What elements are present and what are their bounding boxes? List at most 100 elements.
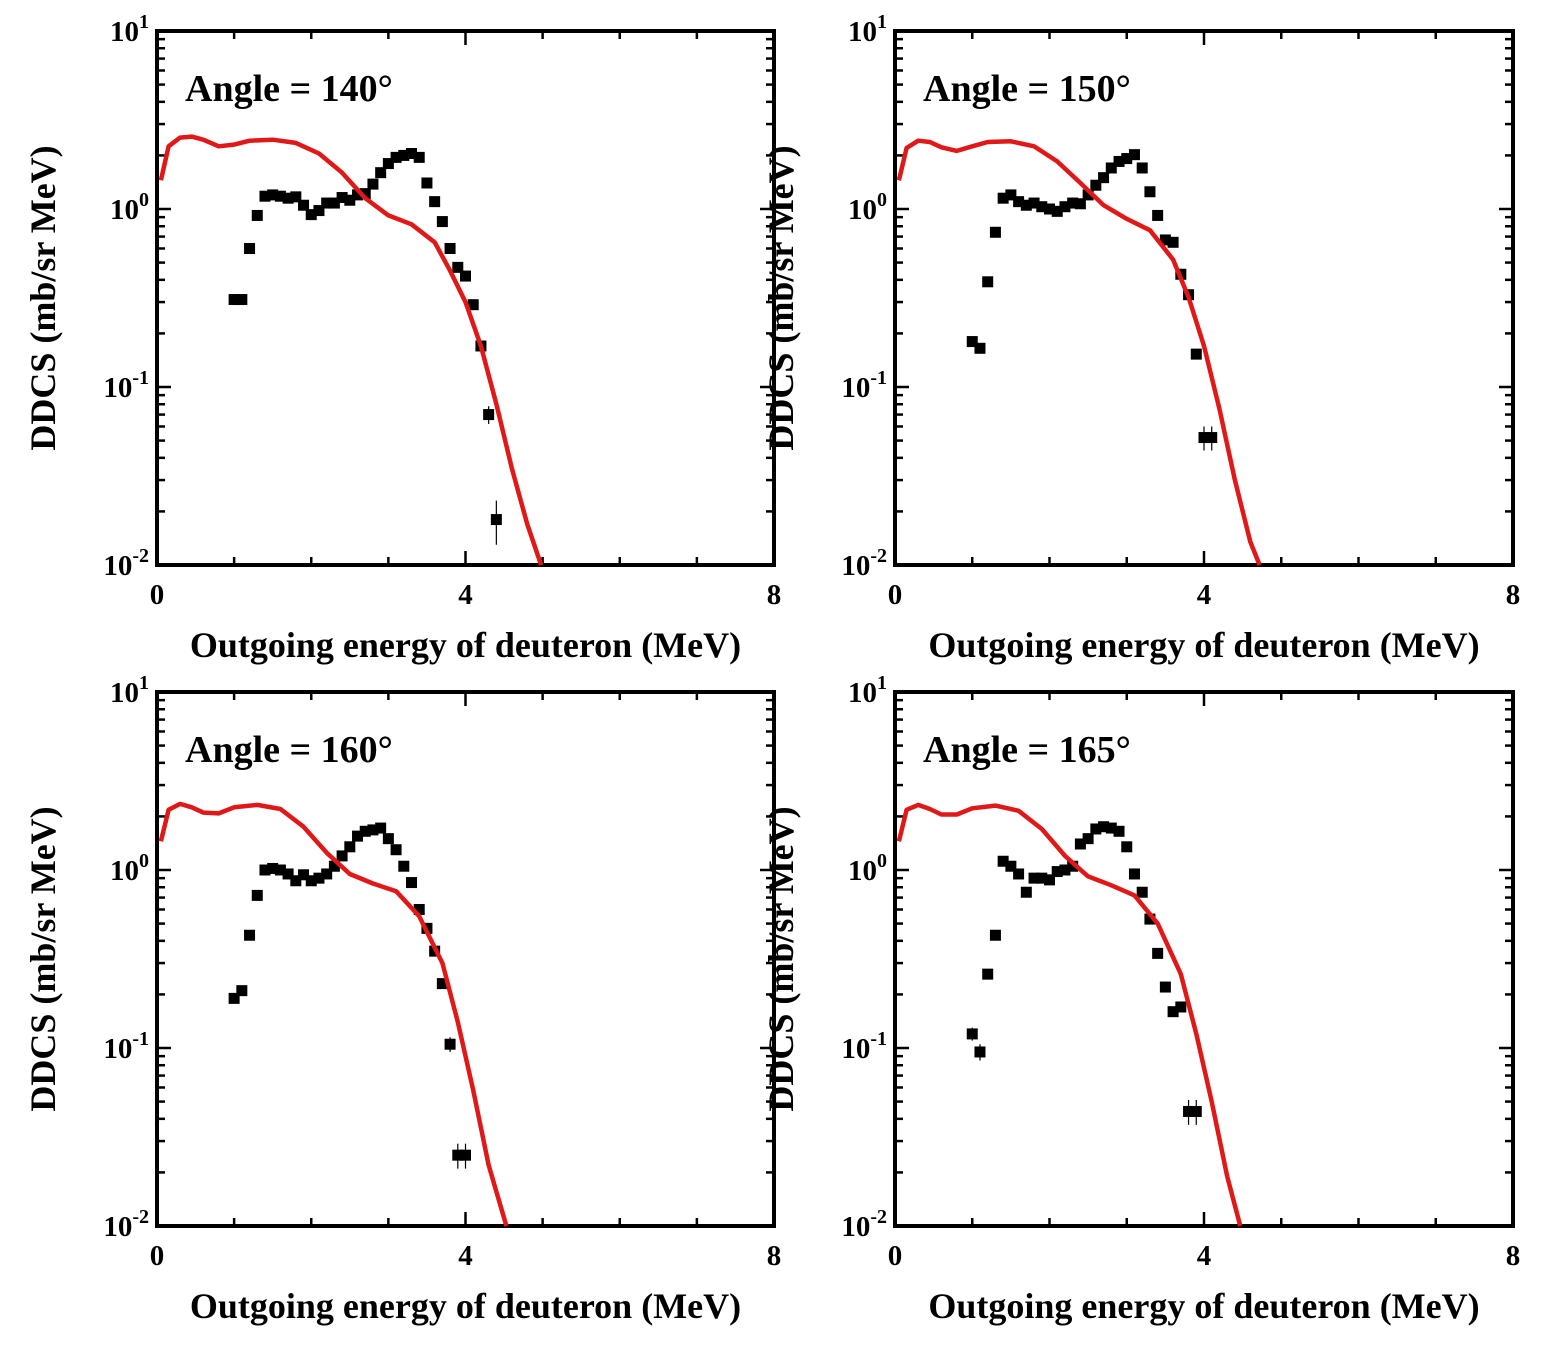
- data-point: [1082, 833, 1094, 845]
- x-tick-label: 8: [767, 579, 782, 611]
- y-tick-label: 101: [110, 11, 149, 48]
- data-point: [1074, 198, 1086, 210]
- data-point: [336, 850, 348, 862]
- data-point: [406, 148, 418, 160]
- data-point: [974, 342, 986, 354]
- y-tick-label: 101: [110, 672, 149, 709]
- y-tick-label: 100: [110, 850, 149, 887]
- data-point: [989, 226, 1001, 238]
- calculation-curve: [896, 138, 1262, 566]
- data-point: [382, 833, 394, 845]
- data-point: [244, 242, 256, 254]
- y-tick-label: 101: [848, 11, 887, 48]
- data-point: [313, 205, 325, 217]
- data-point: [1190, 348, 1202, 360]
- data-point: [290, 875, 302, 887]
- data-point: [336, 192, 348, 204]
- data-point: [282, 192, 294, 204]
- x-tick-label: 4: [458, 579, 473, 611]
- data-point: [1167, 1006, 1179, 1018]
- data-point: [1105, 822, 1117, 834]
- data-point: [1028, 197, 1040, 209]
- data-point: [228, 992, 240, 1004]
- data-point: [1059, 201, 1071, 213]
- y-tick-label: 10-2: [841, 545, 887, 582]
- data-point: [1144, 913, 1156, 925]
- data-point: [1105, 162, 1117, 174]
- data-point: [1128, 868, 1140, 880]
- data-point: [1144, 186, 1156, 198]
- data-point: [982, 276, 994, 288]
- data-point: [1067, 197, 1079, 209]
- y-axis-label: DDCS (mb/sr MeV): [761, 806, 801, 1111]
- data-point: [1090, 179, 1102, 191]
- data-point: [236, 985, 248, 997]
- data-point: [367, 178, 379, 190]
- data-point: [390, 844, 402, 856]
- x-tick-label: 0: [150, 579, 165, 611]
- chart-panel-2: 0 4 8 10-2 10-1 100 101 Angle = 150° Outgoing en…: [761, 11, 1520, 665]
- x-tick-label: 8: [1506, 1240, 1521, 1272]
- x-tick-label: 4: [1197, 1240, 1212, 1272]
- data-point: [1090, 823, 1102, 835]
- data-point: [460, 270, 471, 282]
- data-point: [1159, 234, 1171, 246]
- data-point: [398, 149, 410, 161]
- data-point: [344, 841, 356, 853]
- data-point: [259, 190, 271, 202]
- data-point: [1020, 199, 1032, 211]
- chart-panel-1: 0 4 8 10-2 10-1 100 101 Angle = 140° Outgoing en…: [23, 11, 781, 665]
- data-point: [1005, 860, 1017, 872]
- data-point: [1013, 196, 1025, 208]
- data-point: [1074, 838, 1086, 850]
- y-tick-label: 10-1: [103, 367, 149, 404]
- data-point: [1152, 209, 1164, 221]
- data-point: [997, 855, 1009, 867]
- data-point: [344, 194, 356, 206]
- data-point: [421, 177, 433, 189]
- x-tick-label: 4: [458, 1240, 473, 1272]
- data-point: [352, 830, 364, 842]
- data-point: [313, 872, 325, 884]
- data-point: [298, 199, 310, 211]
- y-tick-label: 10-1: [103, 1028, 149, 1065]
- data-point: [321, 197, 333, 209]
- data-point: [1121, 841, 1133, 853]
- data-point: [483, 409, 495, 421]
- data-point: [251, 209, 263, 221]
- chart-panel-4: 0 4 8 10-2 10-1 100 101 Angle = 165° Outgoing en…: [761, 672, 1520, 1326]
- data-point: [1020, 886, 1032, 898]
- x-tick-label: 8: [1506, 579, 1521, 611]
- data-point: [982, 968, 994, 980]
- data-point: [1028, 872, 1040, 884]
- panel-title: Angle = 140°: [185, 68, 393, 110]
- data-point: [274, 864, 286, 876]
- data-point: [406, 877, 418, 889]
- y-axis-label: DDCS (mb/sr MeV): [23, 806, 63, 1111]
- panel-title: Angle = 150°: [923, 68, 1131, 110]
- data-point: [375, 167, 387, 179]
- y-tick-label: 100: [848, 850, 887, 887]
- data-point: [1013, 868, 1025, 880]
- data-point: [1113, 155, 1125, 167]
- data-point: [328, 860, 340, 872]
- panel-title: Angle = 165°: [923, 729, 1131, 771]
- data-point: [1121, 153, 1133, 165]
- data-point: [290, 191, 302, 203]
- data-point: [236, 294, 248, 306]
- data-point: [274, 190, 286, 202]
- data-point: [390, 151, 402, 163]
- data-point: [436, 216, 448, 228]
- x-tick-label: 0: [150, 1240, 165, 1272]
- x-tick-label: 8: [767, 1240, 782, 1272]
- x-tick-label: 0: [888, 1240, 903, 1272]
- data-point: [1128, 149, 1140, 161]
- data-point: [429, 196, 441, 208]
- data-point: [1206, 432, 1218, 444]
- data-point: [997, 192, 1009, 204]
- data-point: [452, 1149, 464, 1161]
- data-point: [444, 242, 456, 254]
- data-point: [413, 903, 425, 915]
- data-point: [413, 151, 425, 163]
